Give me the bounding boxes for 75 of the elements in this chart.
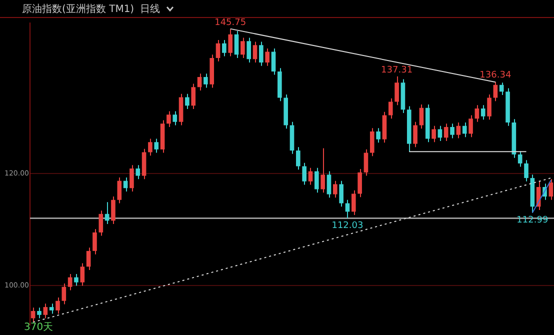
candlestick [548, 178, 554, 200]
candlestick [172, 110, 178, 126]
candlestick [142, 148, 146, 180]
annotation: 145.75 [214, 18, 246, 28]
candlestick [234, 30, 239, 58]
candlestick [130, 164, 134, 192]
candlestick [419, 104, 424, 130]
candlestick [252, 41, 258, 63]
candlestick [92, 228, 97, 255]
candlestick [487, 94, 492, 120]
candlestick [314, 167, 319, 194]
candlestick [43, 303, 48, 319]
candlestick [191, 83, 196, 110]
candlestick [86, 247, 91, 271]
candlestick [136, 164, 140, 180]
candlestick [394, 76, 399, 106]
candlestick [56, 297, 60, 314]
candlestick [74, 273, 78, 286]
candlestick [499, 82, 504, 96]
candlestick [197, 73, 202, 92]
candlestick [148, 138, 152, 156]
candlestick [259, 41, 264, 66]
candlestick [518, 150, 522, 168]
candlestick [216, 40, 220, 62]
candlestick [111, 196, 116, 225]
candlestick [364, 148, 368, 176]
candlestick [98, 210, 104, 236]
annotation: 137.31 [381, 65, 413, 76]
candlestick [444, 123, 448, 142]
candlestick [104, 202, 110, 225]
candlestick [204, 73, 208, 88]
candlestick [62, 282, 66, 305]
candlestick [388, 98, 393, 120]
candlestick [228, 28, 233, 57]
candlestick [240, 37, 245, 58]
candlestick [30, 307, 36, 322]
candlestick [308, 167, 313, 186]
candlestick [326, 170, 332, 198]
candlestick [438, 125, 442, 142]
chart-title: 原油指数(亚洲指数 TM1) [22, 2, 134, 16]
candlestick [246, 37, 252, 63]
candlestick [37, 307, 42, 319]
candlestick [320, 148, 325, 194]
candlestick [185, 93, 190, 110]
candlestick [474, 104, 480, 122]
chart-subtitle: 日线 [140, 2, 160, 16]
candlestick [370, 128, 374, 157]
candlestick [154, 138, 159, 154]
candlestick [265, 48, 270, 66]
annotation: 136.34 [480, 70, 512, 81]
candlestick [493, 81, 498, 102]
candlestick [271, 48, 276, 76]
candlestick [166, 110, 171, 128]
candlestick [468, 114, 473, 138]
candlestick [524, 160, 528, 182]
candlestick [450, 123, 454, 139]
candlestick [358, 168, 362, 198]
candlestick [117, 176, 122, 204]
annotation: 112.03 [332, 221, 364, 232]
candlestick [339, 180, 344, 208]
candlestick [68, 273, 72, 291]
candlestick [222, 40, 226, 57]
candlestick [80, 262, 85, 286]
candlestick [376, 128, 380, 144]
candlestick [332, 180, 338, 198]
candlestick [480, 104, 486, 120]
candlestick [432, 125, 436, 143]
candlestick [413, 121, 418, 148]
candlestick [456, 122, 461, 139]
candlestick [351, 190, 356, 216]
annotation: 370天 [24, 321, 54, 334]
candlestick [302, 162, 306, 186]
candlestick [49, 303, 54, 314]
candlestick [296, 146, 300, 170]
candlestick [462, 122, 467, 138]
